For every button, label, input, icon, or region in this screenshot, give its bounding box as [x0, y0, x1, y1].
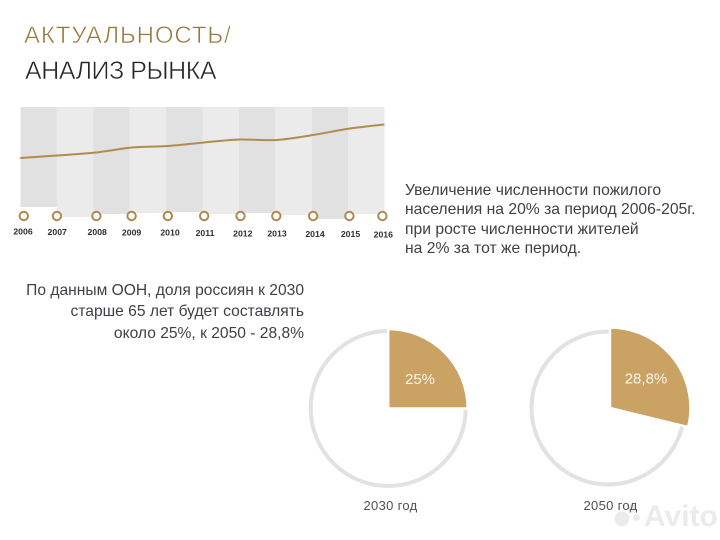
svg-text:28,8%: 28,8% — [625, 371, 668, 388]
svg-text:2016: 2016 — [374, 230, 393, 240]
svg-text:2010: 2010 — [160, 228, 179, 238]
svg-text:25%: 25% — [405, 371, 435, 388]
svg-text:2009: 2009 — [122, 227, 141, 237]
svg-text:2011: 2011 — [196, 228, 215, 238]
svg-text:2006: 2006 — [13, 227, 32, 237]
svg-text:Avito: Avito — [644, 500, 718, 533]
svg-text:2007: 2007 — [48, 227, 67, 237]
svg-text:2012: 2012 — [233, 228, 252, 238]
svg-text:2015: 2015 — [341, 229, 360, 239]
svg-text:2013: 2013 — [267, 229, 286, 239]
svg-text:2008: 2008 — [88, 227, 107, 237]
svg-text:2014: 2014 — [305, 229, 324, 239]
